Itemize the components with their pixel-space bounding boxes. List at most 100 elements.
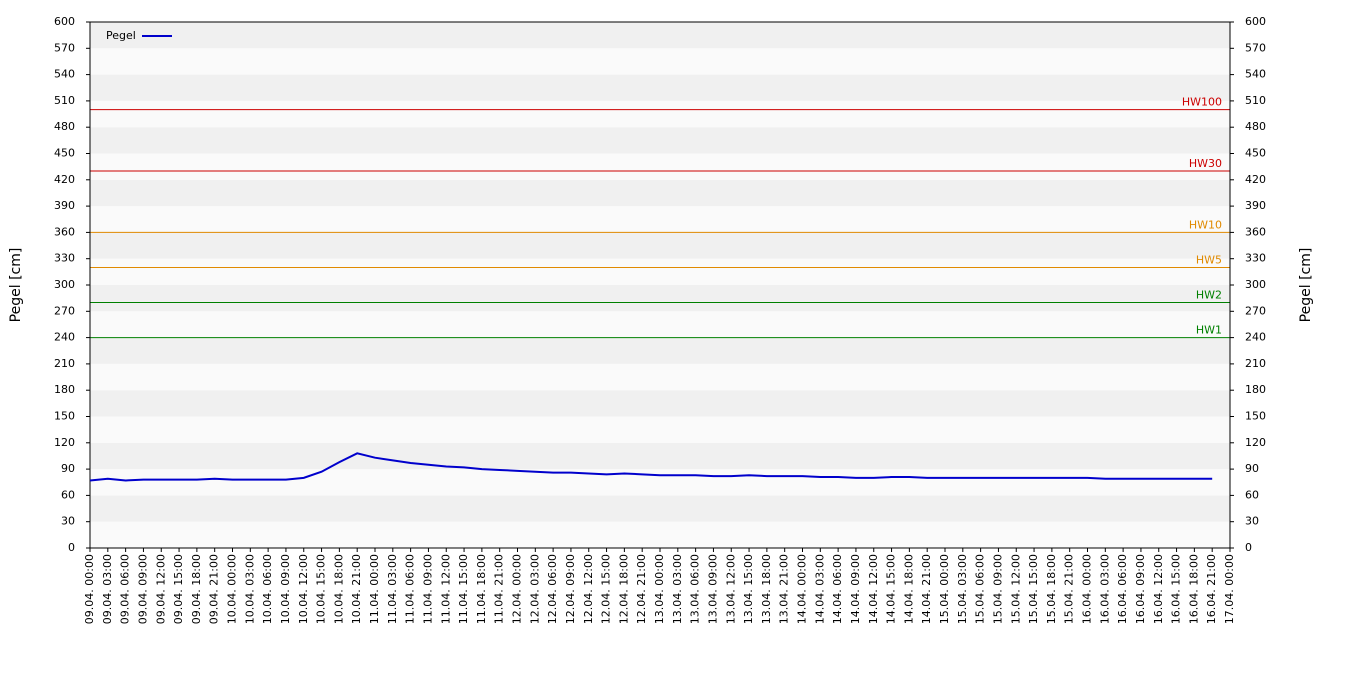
x-tick-label: 16.04. 09:00 (1134, 554, 1147, 624)
x-tick-label: 11.04. 21:00 (493, 554, 506, 624)
y-tick-label: 300 (54, 278, 75, 291)
band (90, 258, 1230, 285)
x-tick-label: 15.04. 12:00 (1009, 554, 1022, 624)
x-tick-label: 12.04. 00:00 (511, 554, 524, 624)
y-tick-label: 570 (54, 41, 75, 54)
band (90, 48, 1230, 75)
series-line (89, 452, 1213, 482)
x-tick-label: 09.04. 03:00 (101, 554, 114, 624)
y2-tick-label: 510 (1245, 94, 1266, 107)
x-tick-label: 11.04. 03:00 (386, 554, 399, 624)
band (90, 521, 1230, 548)
y2-tick-label: 90 (1245, 462, 1259, 475)
x-tick-label: 13.04. 18:00 (760, 554, 773, 624)
y2-tick-label: 180 (1245, 383, 1266, 396)
x-tick-label: 10.04. 21:00 (350, 554, 363, 624)
band (90, 285, 1230, 312)
threshold-label: HW5 (1196, 253, 1222, 266)
band (90, 442, 1230, 470)
x-tick-label: 10.04. 00:00 (226, 554, 239, 624)
x-tick-label: 10.04. 09:00 (279, 554, 292, 624)
band (90, 311, 1230, 338)
x-tick-label: 17.04. 00:00 (1223, 554, 1236, 624)
x-tick-label: 15.04. 00:00 (938, 554, 951, 624)
band (90, 206, 1230, 233)
x-tick-label: 12.04. 12:00 (582, 554, 595, 624)
band (90, 495, 1230, 522)
y2-tick-label: 480 (1245, 120, 1266, 133)
threshold-label: HW30 (1189, 157, 1222, 170)
x-tick-label: 09.04. 15:00 (172, 554, 185, 624)
x-tick-label: 09.04. 09:00 (136, 554, 149, 624)
y-tick-label: 390 (54, 199, 75, 212)
x-tick-label: 16.04. 18:00 (1187, 554, 1200, 624)
x-tick-label: 10.04. 03:00 (243, 554, 256, 624)
y-tick-label: 450 (54, 147, 75, 160)
y-tick-label: 600 (54, 15, 75, 28)
x-tick-label: 10.04. 18:00 (332, 554, 345, 624)
x-tick-label: 10.04. 12:00 (297, 554, 310, 624)
band (90, 232, 1230, 259)
x-tick-label: 14.04. 06:00 (831, 554, 844, 624)
x-tick-label: 11.04. 00:00 (368, 554, 381, 624)
x-tick-label: 16.04. 00:00 (1081, 554, 1094, 624)
y-tick-label: 420 (54, 173, 75, 186)
y-tick-label: 0 (68, 541, 75, 554)
band (90, 416, 1230, 443)
y-tick-label: 270 (54, 304, 75, 317)
threshold-label: HW100 (1182, 96, 1222, 109)
x-tick-label: 15.04. 09:00 (991, 554, 1004, 624)
y2-tick-label: 60 (1245, 488, 1259, 501)
y-tick-label: 240 (54, 331, 75, 344)
x-tick-label: 11.04. 15:00 (457, 554, 470, 624)
x-tick-label: 12.04. 03:00 (528, 554, 541, 624)
y-tick-label: 60 (61, 488, 75, 501)
band (90, 127, 1230, 154)
y2-axis-label: Pegel [cm] (1298, 248, 1314, 323)
y2-tick-label: 390 (1245, 199, 1266, 212)
y2-tick-label: 600 (1245, 15, 1266, 28)
y-tick-label: 30 (61, 515, 75, 528)
x-tick-label: 16.04. 12:00 (1152, 554, 1165, 624)
x-tick-label: 15.04. 21:00 (1063, 554, 1076, 624)
threshold-label: HW1 (1196, 324, 1222, 337)
threshold-label: HW2 (1196, 289, 1222, 302)
x-tick-label: 10.04. 06:00 (261, 554, 274, 624)
y2-tick-label: 300 (1245, 278, 1266, 291)
y-tick-label: 150 (54, 410, 75, 423)
y2-tick-label: 450 (1245, 147, 1266, 160)
y-tick-label: 540 (54, 68, 75, 81)
x-tick-label: 13.04. 06:00 (689, 554, 702, 624)
y-tick-label: 90 (61, 462, 75, 475)
y2-tick-label: 270 (1245, 304, 1266, 317)
y2-tick-label: 540 (1245, 68, 1266, 81)
x-tick-label: 09.04. 12:00 (154, 554, 167, 624)
band (90, 179, 1230, 207)
x-tick-label: 14.04. 09:00 (849, 554, 862, 624)
y-tick-label: 210 (54, 357, 75, 370)
band (90, 469, 1230, 496)
y-tick-label: 360 (54, 225, 75, 238)
x-tick-label: 13.04. 21:00 (778, 554, 791, 624)
x-tick-label: 09.04. 21:00 (208, 554, 221, 624)
x-tick-label: 16.04. 06:00 (1116, 554, 1129, 624)
y2-tick-label: 240 (1245, 331, 1266, 344)
band (90, 390, 1230, 417)
x-tick-label: 09.04. 00:00 (83, 554, 96, 624)
x-tick-label: 09.04. 18:00 (190, 554, 203, 624)
x-tick-label: 13.04. 15:00 (742, 554, 755, 624)
x-tick-label: 11.04. 09:00 (421, 554, 434, 624)
threshold-label: HW10 (1189, 218, 1222, 231)
band (90, 153, 1230, 180)
band (90, 22, 1230, 49)
x-tick-label: 12.04. 18:00 (617, 554, 630, 624)
x-tick-label: 11.04. 18:00 (475, 554, 488, 624)
y2-tick-label: 30 (1245, 515, 1259, 528)
x-tick-label: 14.04. 21:00 (920, 554, 933, 624)
y2-tick-label: 0 (1245, 541, 1252, 554)
x-tick-label: 16.04. 21:00 (1205, 554, 1218, 624)
x-tick-label: 10.04. 15:00 (315, 554, 328, 624)
x-tick-label: 15.04. 15:00 (1027, 554, 1040, 624)
x-tick-label: 12.04. 21:00 (635, 554, 648, 624)
y2-tick-label: 360 (1245, 225, 1266, 238)
